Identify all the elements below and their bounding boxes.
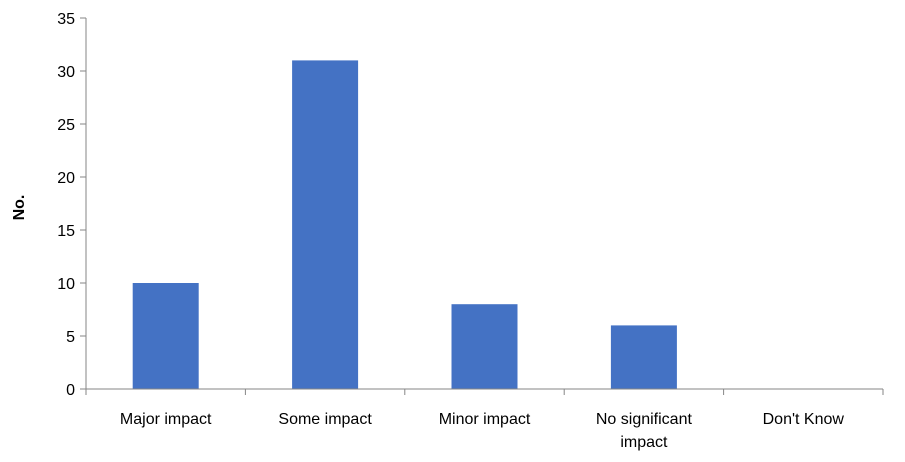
y-tick-label: 20 (57, 170, 75, 187)
y-tick-label: 10 (57, 276, 75, 293)
x-tick-label: Major impact (120, 411, 212, 428)
y-tick-label: 35 (57, 11, 75, 28)
y-tick-label: 25 (57, 117, 75, 134)
bar (292, 60, 359, 390)
x-tick-label: Minor impact (439, 411, 531, 428)
bar (451, 304, 518, 389)
x-tick-label: Don't Know (763, 411, 845, 428)
y-tick-label: 30 (57, 64, 75, 81)
y-tick-label: 5 (66, 329, 75, 346)
y-axis-ticks: 0 5 10 15 20 25 30 35 (57, 11, 86, 399)
x-tick-label: No significant impact (596, 411, 693, 451)
bars (132, 60, 677, 390)
x-axis-ticks: Major impact Some impact Minor impact No si… (85, 389, 884, 451)
bar (610, 325, 677, 389)
y-tick-label: 0 (66, 382, 75, 399)
y-axis-title: No. (11, 195, 28, 221)
x-tick-label: Some impact (278, 411, 372, 428)
y-tick-label: 15 (57, 223, 75, 240)
bar (132, 283, 199, 389)
